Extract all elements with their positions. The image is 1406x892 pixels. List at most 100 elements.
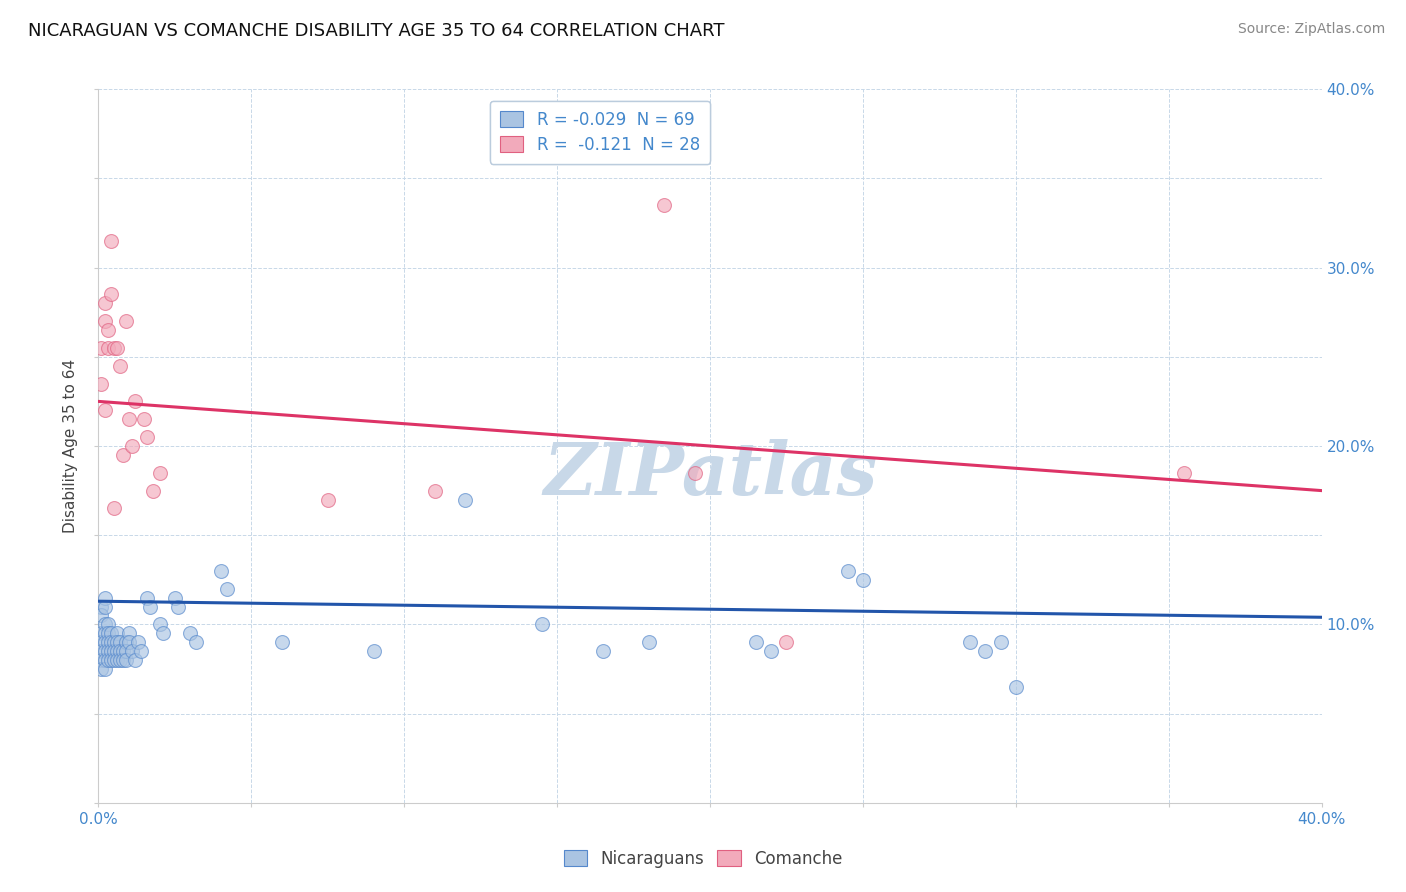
Point — [100, 234, 122, 248]
Point — [127, 635, 149, 649]
Point — [108, 359, 131, 373]
Point — [423, 483, 446, 498]
Point — [115, 635, 138, 649]
Point — [683, 466, 706, 480]
Point — [990, 635, 1012, 649]
Point — [90, 662, 112, 676]
Point — [124, 653, 146, 667]
Point — [124, 394, 146, 409]
Point — [186, 635, 208, 649]
Point — [1004, 680, 1026, 694]
Point — [103, 501, 125, 516]
Point — [139, 599, 162, 614]
Point — [100, 635, 122, 649]
Point — [90, 626, 112, 640]
Point — [105, 653, 128, 667]
Point — [100, 626, 122, 640]
Point — [118, 412, 141, 426]
Point — [530, 617, 553, 632]
Point — [363, 644, 385, 658]
Point — [103, 635, 125, 649]
Point — [97, 323, 120, 337]
Point — [652, 198, 675, 212]
Point — [215, 582, 238, 596]
Point — [90, 608, 112, 623]
Point — [93, 591, 115, 605]
Point — [97, 626, 120, 640]
Point — [97, 635, 120, 649]
Point — [167, 599, 190, 614]
Point — [90, 653, 112, 667]
Point — [90, 599, 112, 614]
Point — [105, 626, 128, 640]
Point — [209, 564, 232, 578]
Point — [97, 653, 120, 667]
Point — [118, 635, 141, 649]
Point — [775, 635, 797, 649]
Point — [111, 644, 134, 658]
Point — [103, 653, 125, 667]
Point — [115, 314, 138, 328]
Point — [90, 376, 112, 391]
Point — [1173, 466, 1195, 480]
Point — [90, 644, 112, 658]
Point — [454, 492, 477, 507]
Point — [115, 644, 138, 658]
Text: Source: ZipAtlas.com: Source: ZipAtlas.com — [1237, 22, 1385, 37]
Point — [152, 626, 174, 640]
Point — [93, 599, 115, 614]
Point — [93, 644, 115, 658]
Point — [100, 644, 122, 658]
Point — [121, 644, 143, 658]
Point — [97, 644, 120, 658]
Point — [111, 448, 134, 462]
Point — [959, 635, 981, 649]
Point — [93, 662, 115, 676]
Point — [118, 626, 141, 640]
Point — [108, 653, 131, 667]
Point — [93, 403, 115, 417]
Point — [129, 644, 152, 658]
Point — [134, 412, 156, 426]
Point — [103, 644, 125, 658]
Point — [103, 341, 125, 355]
Point — [745, 635, 768, 649]
Legend: R = -0.029  N = 69, R =  -0.121  N = 28: R = -0.029 N = 69, R = -0.121 N = 28 — [489, 101, 710, 164]
Point — [136, 430, 159, 444]
Point — [105, 341, 128, 355]
Point — [179, 626, 201, 640]
Point — [90, 341, 112, 355]
Point — [90, 635, 112, 649]
Point — [637, 635, 661, 649]
Point — [93, 626, 115, 640]
Point — [93, 653, 115, 667]
Legend: Nicaraguans, Comanche: Nicaraguans, Comanche — [557, 844, 849, 875]
Point — [105, 644, 128, 658]
Point — [121, 439, 143, 453]
Point — [136, 591, 159, 605]
Point — [93, 314, 115, 328]
Point — [759, 644, 782, 658]
Point — [105, 635, 128, 649]
Text: ZIPatlas: ZIPatlas — [543, 439, 877, 510]
Point — [142, 483, 165, 498]
Point — [149, 466, 172, 480]
Point — [100, 287, 122, 301]
Point — [316, 492, 339, 507]
Point — [270, 635, 292, 649]
Point — [97, 617, 120, 632]
Y-axis label: Disability Age 35 to 64: Disability Age 35 to 64 — [63, 359, 79, 533]
Point — [852, 573, 875, 587]
Point — [108, 644, 131, 658]
Point — [97, 341, 120, 355]
Point — [149, 617, 172, 632]
Point — [108, 635, 131, 649]
Point — [115, 653, 138, 667]
Point — [592, 644, 614, 658]
Text: NICARAGUAN VS COMANCHE DISABILITY AGE 35 TO 64 CORRELATION CHART: NICARAGUAN VS COMANCHE DISABILITY AGE 35… — [28, 22, 724, 40]
Point — [163, 591, 186, 605]
Point — [837, 564, 859, 578]
Point — [111, 653, 134, 667]
Point — [93, 617, 115, 632]
Point — [100, 653, 122, 667]
